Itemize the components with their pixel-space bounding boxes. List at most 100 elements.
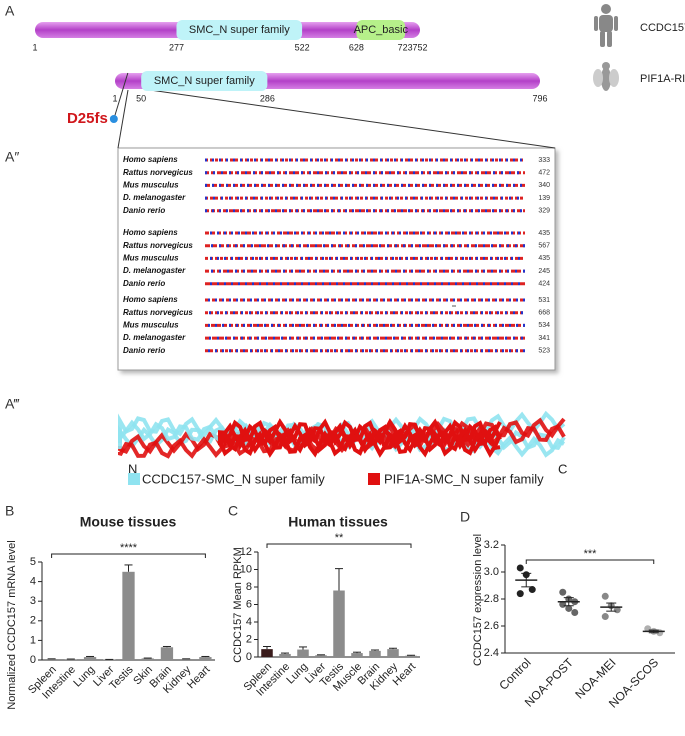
protein-name: CCDC157: [640, 22, 685, 34]
position-label: 628: [349, 42, 364, 52]
bar: [387, 649, 399, 657]
bar: [122, 571, 135, 660]
mutation-dot: [109, 115, 118, 123]
position-label: 286: [260, 93, 275, 103]
residue-number: 472: [538, 170, 550, 177]
y-tick-label: 4: [246, 616, 252, 628]
domain: [176, 20, 303, 40]
bar: [261, 649, 273, 657]
position-label: 1: [32, 42, 37, 52]
domain-label: SMC_N super family: [189, 24, 290, 36]
fly-icon: [593, 62, 619, 91]
residue-number: 531: [538, 297, 550, 304]
bar: [199, 657, 212, 660]
panel-label: D: [460, 509, 470, 525]
residue-number: 523: [538, 348, 550, 355]
point: [528, 586, 536, 594]
species-name: D. melanogaster: [123, 333, 186, 342]
bar: [141, 658, 154, 660]
residue-number: 435: [538, 255, 550, 262]
panel-label: C: [228, 503, 238, 519]
x-tick-label: Heart: [185, 664, 213, 692]
panel-label: A‴: [5, 396, 19, 412]
y-tick-label: 2.8: [484, 593, 499, 605]
species-name: Rattus norvegicus: [123, 308, 193, 317]
point: [559, 588, 567, 596]
bar: [333, 590, 345, 657]
panel-label: A: [5, 3, 15, 19]
y-tick-label: 8: [246, 581, 252, 593]
species-name: Mus musculus: [123, 254, 179, 263]
mutation-line: [113, 72, 129, 120]
position-label: 522: [295, 42, 310, 52]
bar: [351, 653, 363, 657]
residue-number: 424: [538, 281, 550, 288]
y-tick-label: 2: [30, 615, 36, 627]
significance-label: ***: [584, 548, 598, 560]
helix: [218, 430, 502, 458]
chart-title: Mouse tissues: [80, 514, 177, 530]
residue-number: 333: [538, 157, 550, 164]
protein-name: PIF1A-RI: [640, 73, 685, 85]
species-name: Danio rerio: [123, 206, 165, 215]
residue-number: 435: [538, 230, 550, 237]
position-label: 723: [398, 42, 413, 52]
point: [516, 564, 524, 572]
panel-label: A″: [5, 149, 19, 165]
y-tick-label: 5: [30, 556, 36, 568]
significance-bracket: [525, 559, 655, 564]
y-tick-label: 3.0: [484, 566, 499, 578]
legend-swatch: [368, 473, 380, 485]
y-axis-label: Normalized CCDC157 mRNA level: [6, 540, 18, 709]
residue-number: 668: [538, 310, 550, 317]
significance-label: ****: [120, 542, 138, 554]
residue-number: 329: [538, 208, 550, 215]
residue-number: 534: [538, 322, 550, 329]
species-name: Rattus norvegicus: [123, 168, 193, 177]
residue-number: 567: [538, 243, 550, 250]
point: [601, 613, 609, 621]
y-tick-label: 3.2: [484, 539, 499, 551]
residue-number: 139: [538, 195, 550, 202]
y-tick-label: 0: [246, 651, 252, 663]
y-tick-label: 2.4: [484, 647, 499, 659]
y-tick-label: 12: [240, 546, 252, 558]
position-label: 752: [412, 42, 427, 52]
y-tick-label: 2: [246, 633, 252, 645]
species-name: Mus musculus: [123, 321, 179, 330]
y-tick-label: 0: [30, 654, 36, 666]
domain-label: APC_basic: [354, 24, 409, 36]
point: [601, 592, 609, 600]
residue-number: 341: [538, 335, 550, 342]
panel-label: B: [5, 503, 14, 519]
species-name: Mus musculus: [123, 181, 179, 190]
legend-label: PIF1A-SMC_N super family: [384, 471, 544, 486]
position-label: 796: [532, 93, 547, 103]
species-name: Homo sapiens: [123, 155, 178, 164]
domain-label: SMC_N super family: [154, 75, 255, 87]
bar: [297, 649, 309, 657]
position-label: 277: [169, 42, 184, 52]
y-tick-label: 6: [246, 598, 252, 610]
residue-number: 340: [538, 182, 550, 189]
position-label: 1: [112, 93, 117, 103]
y-tick-label: 2.6: [484, 620, 499, 632]
domain: [141, 71, 268, 91]
y-tick-label: 1: [30, 634, 36, 646]
significance-bracket: [51, 553, 206, 558]
species-name: Homo sapiens: [123, 228, 178, 237]
n-terminus: N: [128, 461, 137, 476]
significance-bracket: [266, 543, 412, 548]
y-axis-label: CCDC157 Mean RPKM: [232, 547, 244, 663]
zoom-line: [117, 89, 129, 149]
bar: [83, 657, 97, 660]
y-tick-label: 10: [240, 563, 252, 575]
x-tick-label: Control: [496, 655, 533, 692]
bar: [64, 659, 77, 660]
x-tick-label: Lung: [71, 664, 97, 690]
domain: [356, 20, 406, 40]
bar: [315, 655, 327, 657]
species-name: Danio rerio: [123, 346, 165, 355]
legend-swatch: [128, 473, 140, 485]
bar: [180, 659, 193, 660]
